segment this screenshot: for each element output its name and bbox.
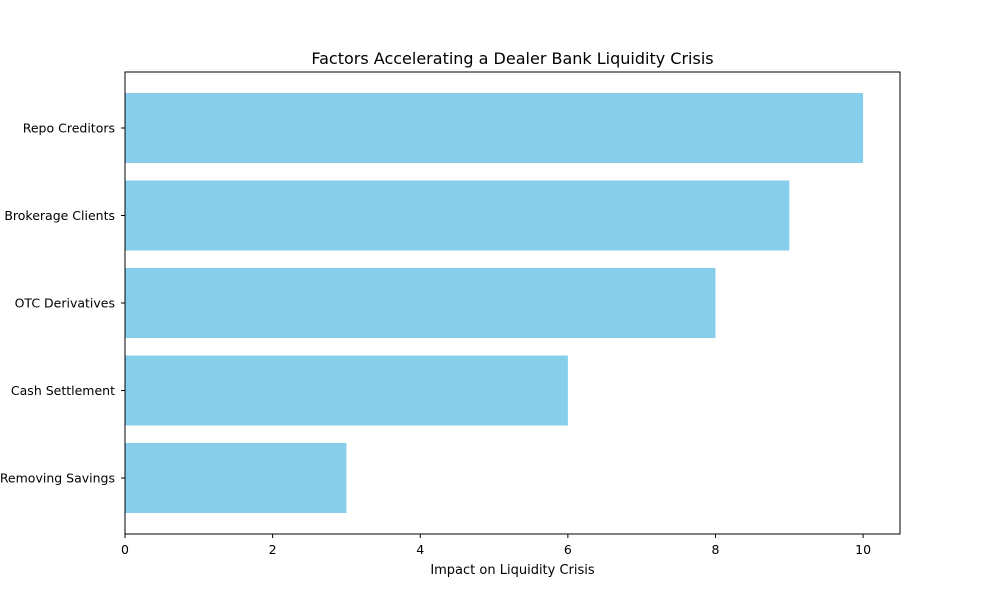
- ticks-layer: Repo Creditors Brokerage Clients OTC Deriv…: [0, 121, 871, 558]
- y-tick-label: Brokerage Clients: [4, 208, 115, 223]
- x-tick-label: 4: [416, 542, 424, 557]
- bars-layer: [125, 93, 864, 513]
- x-axis-label: Impact on Liquidity Crisis: [430, 563, 595, 578]
- chart-title: Factors Accelerating a Dealer Bank Liqui…: [311, 49, 713, 68]
- bar-removing-savings: [125, 443, 347, 513]
- bar-brokerage-clients: [125, 180, 790, 251]
- bar-otc-derivatives: [125, 268, 716, 338]
- x-tick-label: 6: [564, 542, 572, 557]
- x-tick-label: 0: [121, 542, 129, 557]
- x-tick-label: 10: [855, 542, 871, 557]
- y-tick-label: Cash Settlement: [11, 383, 115, 398]
- y-tick-label: Repo Creditors: [23, 121, 115, 136]
- x-tick-label: 8: [711, 542, 719, 557]
- bar-repo-creditors: [125, 93, 864, 163]
- y-tick-label: Removing Savings: [0, 471, 115, 486]
- bar-cash-settlement: [125, 355, 568, 426]
- x-tick-label: 2: [269, 542, 277, 557]
- y-tick-label: OTC Derivatives: [15, 296, 115, 311]
